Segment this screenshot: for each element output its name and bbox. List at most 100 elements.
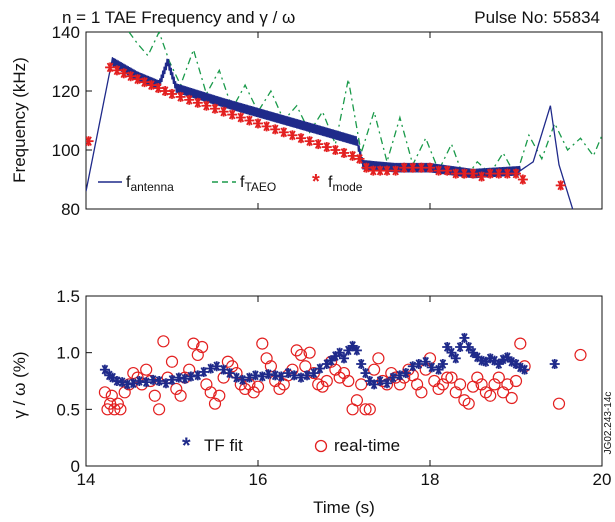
real-time-point xyxy=(454,378,467,391)
mode-frequency-point xyxy=(296,133,306,144)
mode-frequency-point xyxy=(347,150,358,161)
frequency-y-tick-label: 140 xyxy=(52,23,80,42)
real-time-point xyxy=(153,403,166,416)
real-time-point xyxy=(385,366,398,380)
mode-frequency-point xyxy=(111,65,122,76)
mode-frequency-point xyxy=(407,162,418,173)
frequency-x-ticks xyxy=(85,32,603,209)
real-time-point xyxy=(170,382,183,396)
growth-rate-y-ticks: 0 0.5 1.0 1.5 xyxy=(56,287,92,476)
tf-fit-point xyxy=(339,353,349,364)
frequency-chart: n = 1 TAE Frequency and γ / ω Pulse No: … xyxy=(10,8,603,219)
real-time-point xyxy=(415,386,428,399)
tf-fit-point xyxy=(351,345,362,356)
mode-frequency-point xyxy=(192,97,203,108)
tf-fit-point xyxy=(549,359,560,369)
frequency-y-ticks: 80 100 120 140 xyxy=(52,23,92,219)
tf-fit-point xyxy=(519,364,530,375)
growth-rate-x-tick-label: 16 xyxy=(249,470,268,489)
real-time-point xyxy=(359,403,372,416)
tf-fit-point xyxy=(326,355,337,366)
legend-mode-marker: * xyxy=(312,171,320,193)
real-time-point xyxy=(157,335,170,348)
real-time-point xyxy=(234,378,247,391)
mode-frequency-point xyxy=(425,162,435,173)
growth-rate-plot-frame xyxy=(85,295,603,467)
mode-frequency-point xyxy=(125,71,136,82)
tf-fit-point xyxy=(413,359,424,369)
tf-fit-point xyxy=(173,372,184,383)
tf-fit-point xyxy=(250,370,261,381)
real-time-point xyxy=(462,397,475,410)
growth-rate-legend: * TF fit real-time xyxy=(182,433,400,458)
tf-fit-point xyxy=(308,368,319,379)
growth-rate-x-ticks: 14 16 18 20 xyxy=(77,296,612,489)
growth-rate-x-tick-label: 14 xyxy=(77,470,96,489)
real-time-point xyxy=(574,348,587,362)
real-time-point xyxy=(445,371,458,384)
tf-fit-point xyxy=(437,359,448,369)
real-time-point xyxy=(436,378,449,391)
real-time-point xyxy=(488,378,501,391)
legend-real-time-label: real-time xyxy=(334,436,400,455)
legend-tf-fit-marker: * xyxy=(182,433,191,458)
tf-fit-point xyxy=(148,374,159,385)
mode-frequency-point xyxy=(511,168,521,179)
tf-fit-point xyxy=(343,345,354,356)
real-time-point xyxy=(552,397,566,410)
tf-fit-point xyxy=(459,332,470,343)
real-time-point xyxy=(196,340,209,354)
mode-frequency-point xyxy=(201,100,212,111)
mode-frequency-point xyxy=(468,168,478,179)
tf-fit-point xyxy=(382,378,392,389)
figure-id-label: JG02.243-14c xyxy=(603,392,614,455)
growth-rate-y-axis-label: γ / ω (%) xyxy=(10,351,29,418)
mode-frequency-point xyxy=(399,162,410,173)
frequency-y-tick-label: 120 xyxy=(52,82,80,101)
mode-frequency-point xyxy=(270,124,281,135)
tf-fit-point xyxy=(122,379,133,390)
real-time-point xyxy=(441,371,454,384)
real-time-point xyxy=(501,378,514,391)
mode-frequency-point xyxy=(502,168,513,179)
tf-fit-point xyxy=(128,378,139,389)
real-time-point xyxy=(187,337,200,350)
growth-rate-y-tick-label: 0 xyxy=(71,457,80,476)
real-time-point xyxy=(458,394,471,407)
pulse-number-label: Pulse No: 55834 xyxy=(474,8,600,27)
real-time-point xyxy=(114,403,127,416)
tf-fit-point xyxy=(257,371,268,382)
mode-frequency-point xyxy=(287,130,298,141)
frequency-legend: fantenna fTAEO * fmode xyxy=(98,171,363,194)
real-time-point xyxy=(251,380,265,393)
tf-fit-point xyxy=(270,370,281,381)
mode-frequency-point xyxy=(450,168,461,179)
tf-fit-point xyxy=(263,369,274,380)
growth-rate-x-tick-label: 20 xyxy=(593,470,612,489)
mode-frequency-point xyxy=(139,77,150,88)
mode-frequency-point xyxy=(459,168,470,179)
real-time-point xyxy=(484,389,497,402)
mode-frequency-point xyxy=(517,174,528,185)
tf-fit-point xyxy=(455,342,466,352)
mode-frequency-point xyxy=(555,180,566,191)
mode-frequency-point xyxy=(105,62,116,73)
tf-fit-point xyxy=(450,353,461,364)
mode-frequency-point xyxy=(132,74,143,85)
time-x-axis-label: Time (s) xyxy=(313,498,375,517)
real-time-point xyxy=(432,382,445,396)
real-time-point xyxy=(514,337,527,350)
real-time-point xyxy=(320,374,333,388)
tf-fit-point xyxy=(420,356,431,367)
tf-fit-point xyxy=(426,362,437,373)
mode-frequency-point xyxy=(321,142,332,153)
real-time-point xyxy=(492,371,505,384)
real-time-point xyxy=(98,386,112,399)
legend-mode-label: fmode xyxy=(328,174,363,194)
growth-rate-series xyxy=(98,332,587,416)
real-time-point xyxy=(213,389,226,402)
mode-frequency-point xyxy=(167,88,177,99)
frequency-y-axis-label: Frequency (kHz) xyxy=(10,57,29,183)
growth-rate-y-tick-label: 1.0 xyxy=(56,344,80,363)
frequency-plot-frame xyxy=(85,31,603,210)
